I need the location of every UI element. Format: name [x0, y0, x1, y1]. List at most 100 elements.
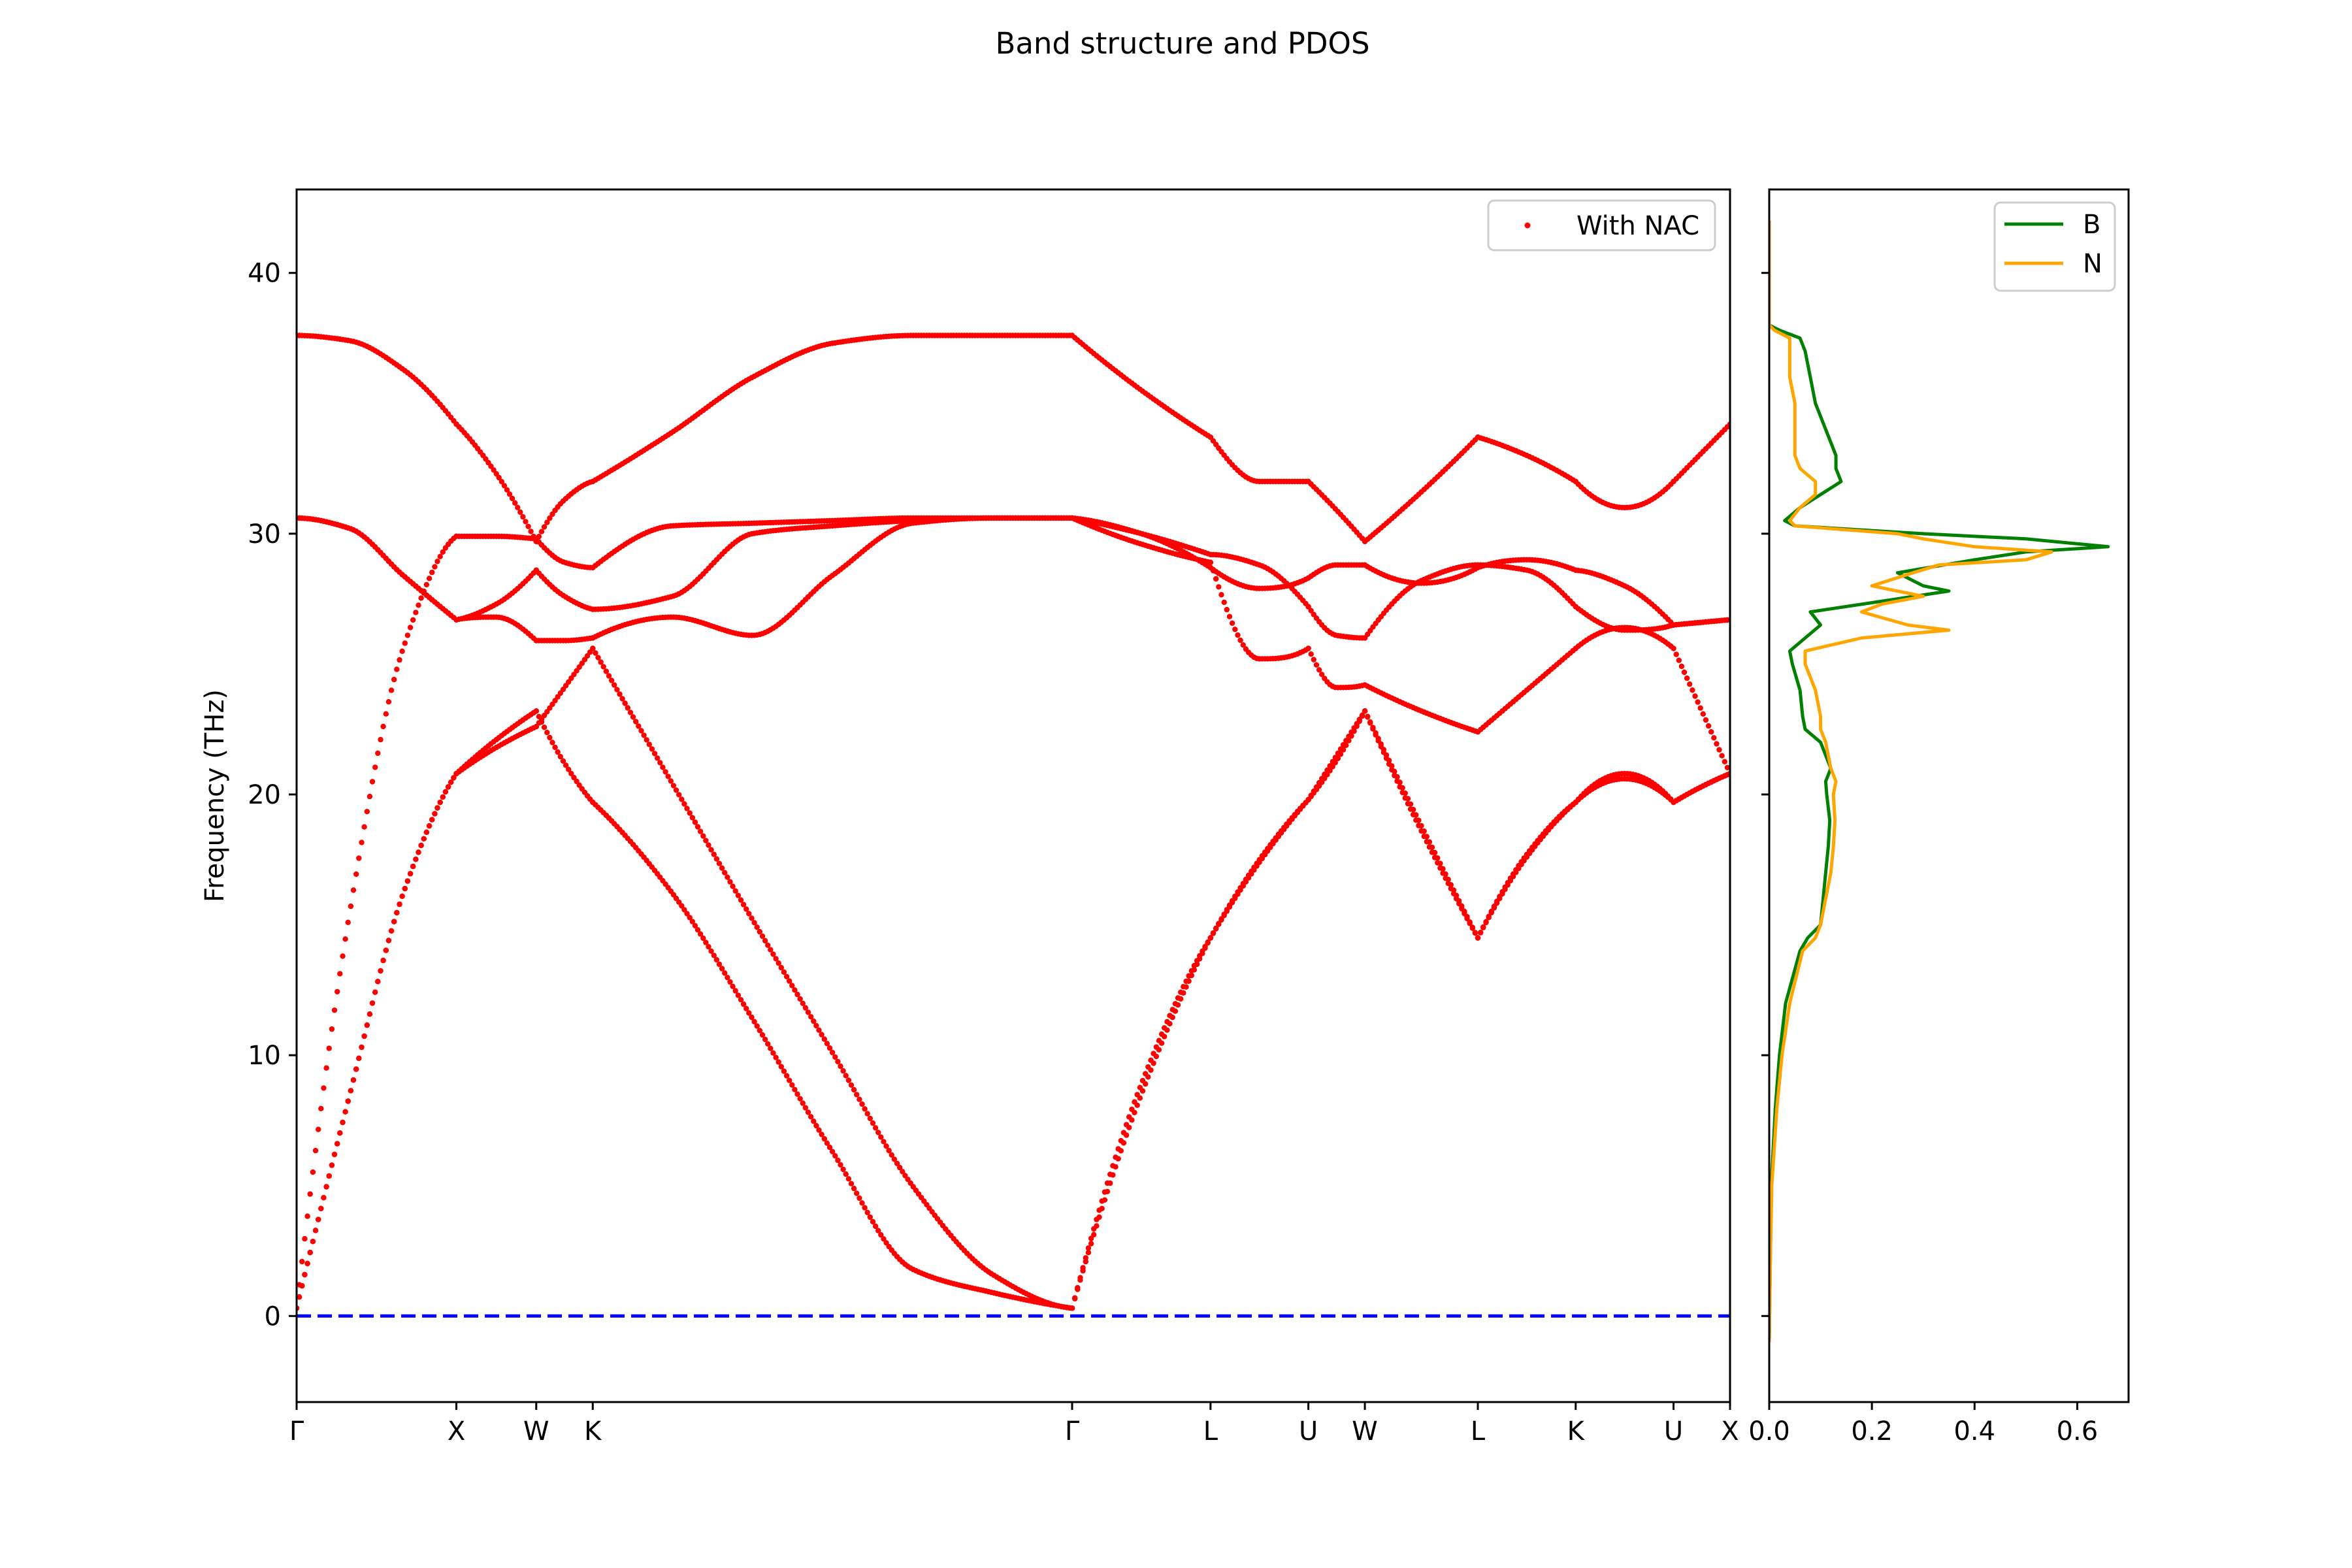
band-point [423, 581, 430, 588]
band-point [316, 1126, 321, 1132]
band-point [649, 746, 655, 752]
pdos-legend: B N [1993, 201, 2116, 292]
band-point [372, 764, 378, 770]
band-point [857, 1195, 862, 1201]
band-point [816, 1127, 822, 1133]
band-point [872, 1223, 879, 1230]
band-point [1343, 738, 1349, 743]
band-point [757, 1028, 763, 1034]
band-point [864, 1209, 870, 1216]
band-point [606, 673, 612, 679]
band-point [434, 559, 440, 564]
band-point [568, 770, 574, 777]
band-point [694, 927, 701, 933]
band-point [566, 766, 572, 772]
band-point [1313, 662, 1320, 668]
band-point [445, 784, 451, 790]
band-point [1094, 1217, 1100, 1222]
band-point [547, 515, 553, 521]
band-point [722, 870, 728, 875]
band-point [816, 1027, 822, 1034]
y-tick-label: 40 [248, 259, 281, 289]
band-point [727, 879, 733, 885]
band-point [1183, 978, 1189, 985]
band-point [1327, 763, 1333, 769]
band-point [1378, 741, 1384, 747]
band-point [1096, 1207, 1102, 1213]
band-point [1440, 866, 1446, 872]
band-point [832, 1153, 838, 1159]
band-point [531, 533, 536, 540]
band-point [703, 939, 709, 945]
band-point [1499, 891, 1505, 897]
band-point [440, 549, 446, 555]
band-point [1394, 774, 1400, 780]
band-point [660, 764, 666, 770]
band-point [429, 569, 435, 576]
band-point [557, 753, 563, 760]
band-point [665, 774, 671, 779]
band-point [835, 1157, 841, 1164]
band-point [1445, 876, 1451, 883]
band-point [380, 957, 386, 964]
band-point [854, 1190, 860, 1196]
band-point [808, 1114, 814, 1120]
band-legend: With NAC [1487, 199, 1716, 252]
band-point [1224, 908, 1230, 914]
band-point [1224, 606, 1230, 613]
band-point [845, 1176, 852, 1182]
band-point [416, 602, 421, 608]
band-point [335, 988, 340, 995]
band-point [399, 648, 405, 654]
band-point [1311, 657, 1317, 662]
band-point [1513, 870, 1519, 875]
band-point [783, 973, 790, 980]
x-tick-label-gamma: Γ [1065, 1416, 1080, 1446]
band-point [353, 1066, 359, 1072]
pdos-line-n [1769, 220, 2053, 1343]
band-point [331, 1007, 338, 1013]
band-point [703, 838, 709, 843]
band-point [350, 1077, 357, 1083]
x-tick-label-k: K [584, 1416, 602, 1446]
band-point [891, 1156, 898, 1162]
band-point [1356, 717, 1362, 723]
band-point [364, 1022, 370, 1028]
band-point [399, 893, 405, 900]
band-point [1319, 672, 1325, 678]
band-point [1335, 750, 1341, 757]
band-point [359, 1044, 365, 1051]
band-point [1431, 849, 1438, 856]
band-point [1311, 788, 1317, 794]
band-point [776, 1059, 781, 1065]
band-point [429, 817, 435, 823]
band-point [692, 923, 698, 929]
band-point [813, 1122, 819, 1129]
band-point [506, 491, 513, 497]
band-point [1392, 768, 1397, 775]
band-point [870, 1218, 876, 1225]
band-point [730, 883, 736, 889]
band-point [732, 988, 738, 994]
band-point [304, 1213, 310, 1219]
band-point [563, 762, 569, 768]
band-point [687, 810, 693, 816]
band-point [1703, 717, 1709, 723]
band-point [426, 576, 433, 581]
band-point [509, 495, 515, 502]
band-point [711, 953, 717, 958]
band-point [385, 938, 392, 943]
x-tick-label-u: U [1664, 1416, 1683, 1446]
band-point [636, 723, 642, 729]
band-point [1162, 1025, 1168, 1031]
band-point [404, 878, 411, 884]
band-point [536, 534, 542, 540]
band-point [751, 920, 757, 926]
band-point [383, 711, 389, 717]
band-point [851, 1086, 857, 1093]
band-point [555, 749, 561, 755]
band-point [1402, 790, 1408, 796]
band-point [1716, 747, 1722, 753]
pdos-lines [1769, 220, 2110, 1343]
